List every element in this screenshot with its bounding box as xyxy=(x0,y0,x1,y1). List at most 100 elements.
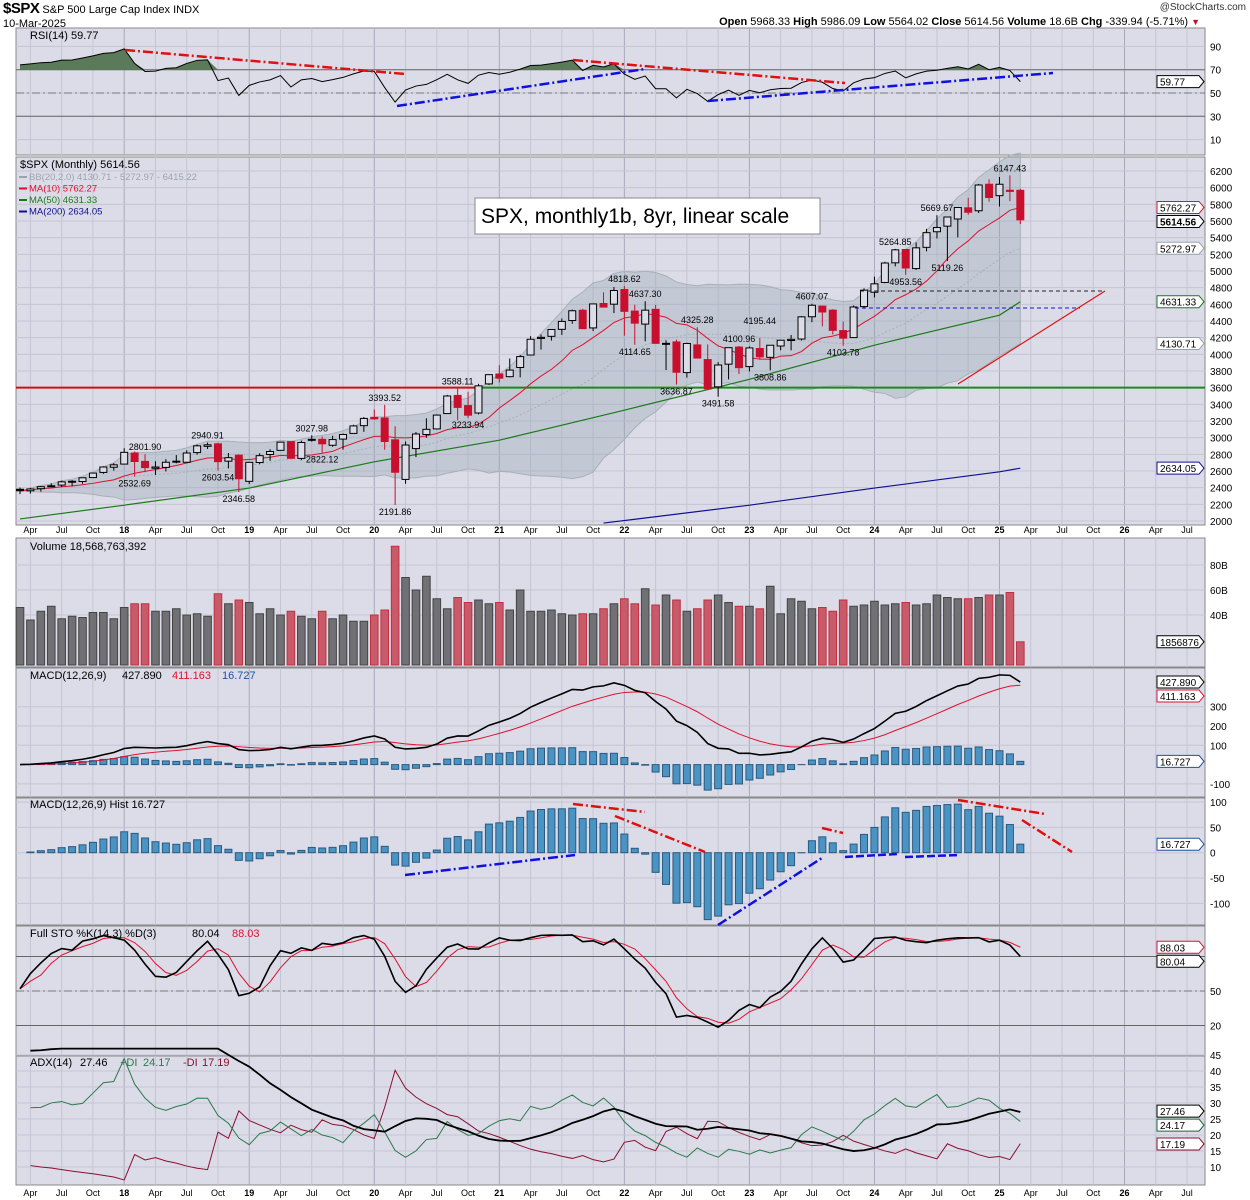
histogram-bar xyxy=(839,850,848,854)
hist-red-trendline-4 xyxy=(957,798,1046,816)
candle-body xyxy=(99,466,108,473)
histogram-bar xyxy=(88,841,97,854)
histogram-bar xyxy=(276,850,285,854)
x-axis-label: Jul xyxy=(56,525,68,535)
volume-bar xyxy=(828,610,838,666)
histogram-bar xyxy=(109,836,118,854)
x-axis-label: Jul xyxy=(181,1188,193,1198)
candle-body xyxy=(328,439,337,446)
macd-histogram-bar xyxy=(828,760,837,766)
histogram-bar xyxy=(453,836,462,854)
price-label: 5669.67 xyxy=(921,203,954,213)
candle-body xyxy=(401,444,410,480)
macd-histogram-bar xyxy=(224,762,233,766)
x-axis-label: Apr xyxy=(524,525,538,535)
x-axis-label: 22 xyxy=(619,525,629,535)
y-axis-tick: 5400 xyxy=(1210,234,1233,245)
y-axis-tick: 2000 xyxy=(1210,517,1233,528)
x-axis-label: Oct xyxy=(211,1188,226,1198)
histogram-bar xyxy=(422,852,431,859)
volume-bar xyxy=(151,610,160,666)
mdi-label: -DI xyxy=(183,1057,198,1069)
histogram-bar xyxy=(266,852,275,857)
value-tag-text: 5762.27 xyxy=(1160,203,1197,214)
macd-histogram-bar xyxy=(818,758,827,766)
macd-histogram-bar xyxy=(870,754,879,766)
macd-histogram-bar xyxy=(1016,760,1025,766)
panel-rsi xyxy=(15,27,1206,156)
histogram-bar xyxy=(912,809,921,854)
macd-histogram-bar xyxy=(245,764,254,769)
volume-bar xyxy=(99,612,108,666)
candle-body xyxy=(828,309,837,331)
value-tag-box xyxy=(1156,214,1205,228)
candle-body xyxy=(213,443,222,463)
macd-histogram-bar xyxy=(787,764,796,771)
value-tag-text: 27.46 xyxy=(1160,1107,1185,1118)
macd-histogram-bar xyxy=(880,750,889,766)
macd-line xyxy=(19,674,1021,766)
y-axis-tick: 3400 xyxy=(1210,400,1233,411)
volume-bar xyxy=(182,614,192,666)
histogram-bar xyxy=(943,804,952,854)
value-tag: 5762.27 xyxy=(1156,200,1205,214)
y-axis-tick: 4000 xyxy=(1210,350,1233,361)
histogram-bar xyxy=(172,843,181,854)
volume-bar xyxy=(734,605,744,666)
candle-body xyxy=(474,385,483,414)
macd-histogram-bar xyxy=(130,756,139,766)
candle-body xyxy=(860,289,869,308)
volume-bar xyxy=(172,608,181,666)
value-tag-box xyxy=(1156,336,1205,350)
x-axis-label: 18 xyxy=(119,525,129,535)
x-axis-label: Oct xyxy=(86,1188,101,1198)
y-axis-tick: 100 xyxy=(1210,741,1227,752)
y-axis-tick: 80B xyxy=(1210,561,1228,572)
x-axis-label: Oct xyxy=(336,1188,351,1198)
y-axis-tick: 200 xyxy=(1210,722,1227,733)
candle-body xyxy=(693,344,702,359)
x-axis-label: Jul xyxy=(931,525,943,535)
histogram-bar xyxy=(860,833,869,854)
volume-bar xyxy=(526,610,535,666)
histogram-bar xyxy=(182,842,191,854)
volume-bar xyxy=(703,599,713,666)
rsi-red-trendline-2 xyxy=(572,58,846,85)
x-axis-label: Jul xyxy=(1056,1188,1068,1198)
value-tag-box xyxy=(1156,837,1205,851)
price-label: 4195.44 xyxy=(744,316,777,326)
macd-histogram-bar xyxy=(359,758,368,766)
x-axis-label: 23 xyxy=(744,1188,754,1198)
candle-body xyxy=(411,433,420,450)
candle-body xyxy=(547,329,556,337)
x-axis-label: Jul xyxy=(806,1188,818,1198)
y-axis-tick: 25 xyxy=(1210,1115,1222,1126)
volume-bar xyxy=(797,600,806,666)
volume-bar xyxy=(307,618,317,666)
price-label: 4114.65 xyxy=(619,347,651,357)
candle-body xyxy=(47,485,56,488)
candle-body xyxy=(88,472,97,479)
x-axis-label: Apr xyxy=(1024,1188,1038,1198)
candle-body xyxy=(68,480,77,483)
candle-body xyxy=(703,359,712,390)
volume-bar xyxy=(838,599,848,666)
macd-histogram-bar xyxy=(641,764,650,766)
value-tag-box xyxy=(1156,75,1205,89)
x-axis-label: Oct xyxy=(711,525,726,535)
value-tag: 2634.05 xyxy=(1156,461,1205,475)
histogram-bar xyxy=(255,852,264,860)
ma200-line xyxy=(603,467,1021,524)
value-tag-text: 59.77 xyxy=(1160,78,1185,89)
macd-histogram-bar xyxy=(109,758,118,766)
value-tag-box xyxy=(1156,675,1205,689)
adx-value: 27.46 xyxy=(80,1057,108,1069)
macd-histogram-bar xyxy=(662,764,671,778)
volume-bar xyxy=(724,602,733,666)
x-axis-label: Apr xyxy=(273,525,287,535)
value-tag-box xyxy=(1156,1118,1205,1132)
candle-body xyxy=(245,461,254,482)
x-axis-label: Apr xyxy=(774,1188,788,1198)
volume-bar xyxy=(338,614,348,666)
x-axis-label: Apr xyxy=(899,525,913,535)
